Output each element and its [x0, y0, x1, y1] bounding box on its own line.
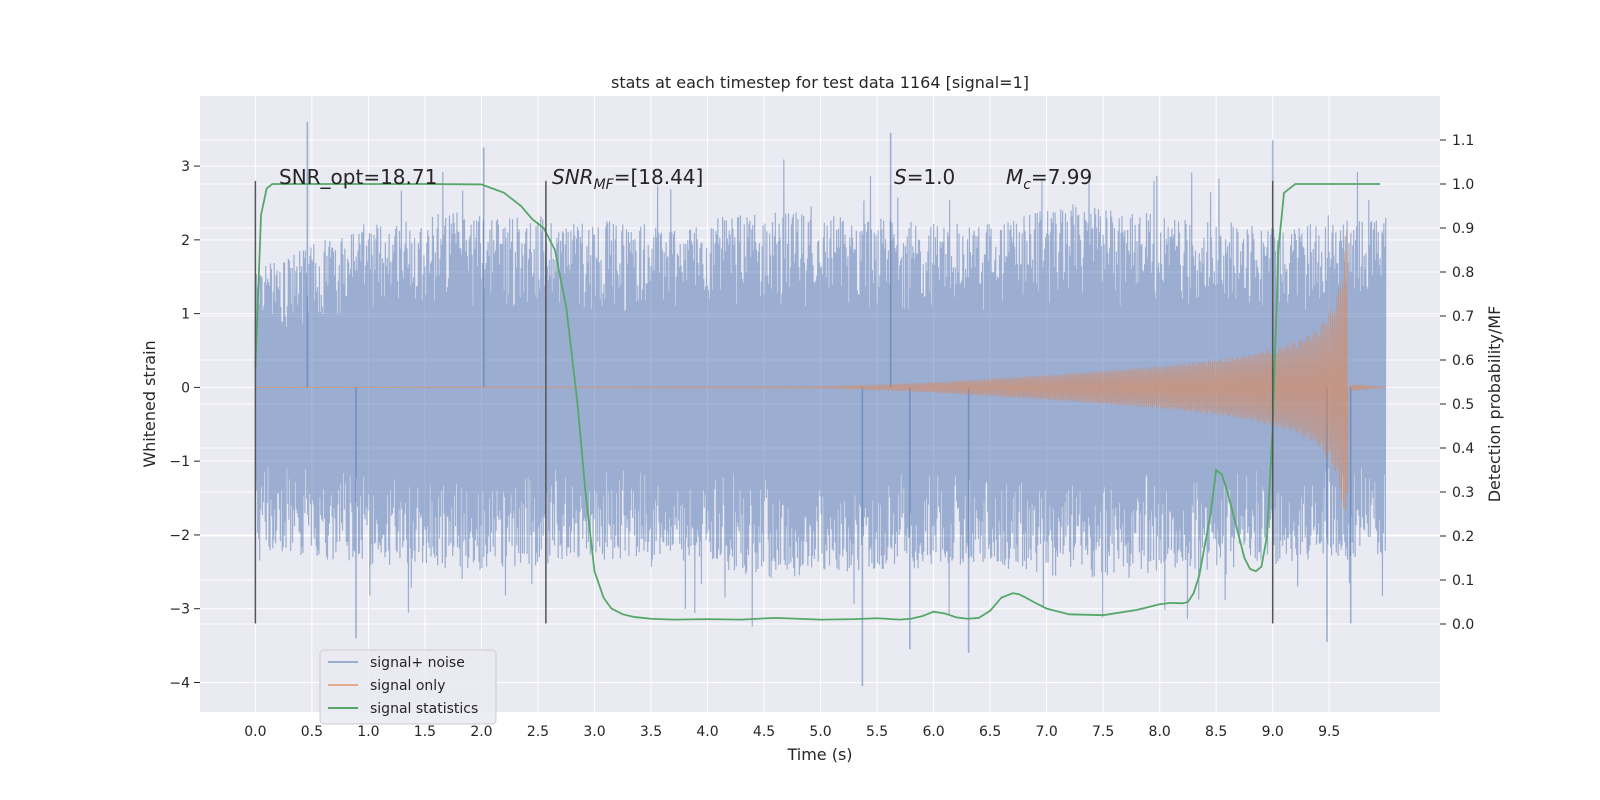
vertical-markers: [254, 180, 1274, 624]
y-tick-label: −2: [169, 528, 190, 544]
y-tick-label: 3: [181, 159, 190, 175]
x-tick-label: 0.5: [301, 724, 323, 740]
y-tick-label: −1: [169, 454, 190, 470]
annotation-s-var: S: [894, 165, 907, 189]
y2-tick-label: 0.1: [1452, 573, 1474, 589]
x-tick-label: 1.5: [414, 724, 436, 740]
x-tick-label: 1.0: [357, 724, 379, 740]
legend: signal+ noise signal only signal statist…: [319, 649, 497, 725]
x-tick-label: 4.5: [753, 724, 775, 740]
annotation-mc: Mc=7.99: [1006, 165, 1092, 193]
x-tick-label: 2.0: [470, 724, 492, 740]
legend-box: [319, 649, 497, 725]
y2-tick-label: 0.5: [1452, 397, 1474, 413]
y-tick-label: 1: [181, 307, 190, 323]
y2-tick-label: 0.0: [1452, 617, 1474, 633]
annotation-s-val: =1.0: [907, 165, 956, 189]
x-tick-label: 2.5: [527, 724, 549, 740]
y2-tick-label: 1.0: [1452, 177, 1474, 193]
y2-tick-label: 0.7: [1452, 309, 1474, 325]
series-signal-only-line: [255, 230, 1386, 511]
y2-axis-label: Detection probability/MF: [1485, 306, 1504, 503]
x-tick-label: 6.0: [922, 724, 944, 740]
x-tick-label: 7.5: [1092, 724, 1114, 740]
y2-tick-label: 0.4: [1452, 441, 1474, 457]
x-tick-label: 5.0: [809, 724, 831, 740]
y2-tick-label: 0.2: [1452, 529, 1474, 545]
x-tick-label: 8.5: [1205, 724, 1227, 740]
annotation-snr-mf-sub: MF: [594, 177, 615, 193]
y2-tick-label: 0.9: [1452, 221, 1474, 237]
annotation-snr-mf: SNRMF=[18.44]: [552, 165, 703, 193]
annotation-s: S=1.0: [894, 165, 955, 189]
y-tick-labels: 3 2 1 0 −1 −2 −3 −4: [169, 159, 200, 691]
series-layer: [254, 121, 1387, 687]
y-tick-label: −4: [169, 675, 190, 691]
x-tick-label: 7.0: [1036, 724, 1058, 740]
legend-label-signal-statistics: signal statistics: [370, 701, 478, 717]
x-axis-label: Time (s): [786, 745, 852, 764]
y2-tick-label: 1.1: [1452, 133, 1474, 149]
x-tick-labels: 0.0 0.5 1.0 1.5 2.0 2.5 3.0 3.5 4.0 4.5 5.0 5.5 6.0 6…: [244, 724, 1340, 740]
y-tick-label: 2: [181, 233, 190, 249]
annotation-mc-val: =7.99: [1031, 165, 1092, 189]
x-tick-label: 3.5: [640, 724, 662, 740]
x-tick-label: 8.0: [1149, 724, 1171, 740]
x-tick-label: 9.5: [1318, 724, 1340, 740]
annotation-snr-mf-var: SNR: [552, 165, 594, 189]
annotation-mc-var: M: [1006, 165, 1023, 189]
x-tick-label: 5.5: [866, 724, 888, 740]
legend-label-signal-noise: signal+ noise: [370, 655, 465, 671]
annotation-snr-mf-val: =[18.44]: [614, 165, 704, 189]
chart-title: stats at each timestep for test data 116…: [611, 73, 1029, 92]
x-tick-label: 4.0: [696, 724, 718, 740]
x-tick-label: 0.0: [244, 724, 266, 740]
y-axis-label: Whitened strain: [140, 340, 159, 467]
y2-tick-label: 0.6: [1452, 353, 1474, 369]
y2-tick-labels: 0.0 0.1 0.2 0.3 0.4 0.5 0.6 0.7 0.8 0.9 1.0 1.1: [1440, 133, 1474, 633]
series-signal-noise-line: [254, 159, 1387, 627]
y2-tick-label: 0.8: [1452, 265, 1474, 281]
legend-label-signal-only: signal only: [370, 678, 445, 694]
annotation-snr-opt: SNR_opt=18.71: [279, 165, 437, 189]
series-signal-statistics-line: [254, 183, 1381, 621]
y2-tick-label: 0.3: [1452, 485, 1474, 501]
x-tick-label: 9.0: [1262, 724, 1284, 740]
x-tick-label: 6.5: [979, 724, 1001, 740]
y-tick-label: −3: [169, 602, 190, 618]
y-tick-label: 0: [181, 380, 190, 396]
x-tick-label: 3.0: [583, 724, 605, 740]
annotation-mc-sub: c: [1023, 177, 1031, 193]
